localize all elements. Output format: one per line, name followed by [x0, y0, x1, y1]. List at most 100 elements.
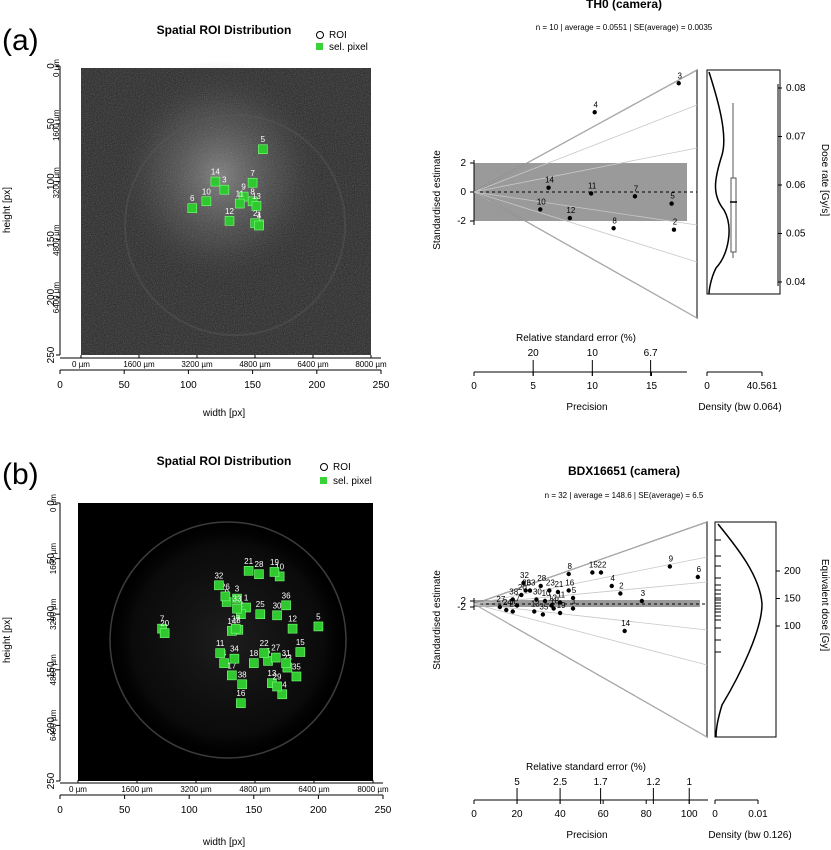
density-curve [715, 523, 763, 738]
roi-label: 5 [316, 612, 321, 621]
roi-pixel [287, 623, 298, 634]
roi-label: 18 [249, 649, 258, 658]
radial-point-label: 21 [554, 580, 563, 589]
roi-pixel [291, 671, 302, 682]
precision-tick-label: 100 [681, 809, 698, 820]
roi-pixel [243, 566, 254, 576]
rse-tick-label: 1.2 [646, 777, 660, 788]
um-y-tick-label: 6400 µm [49, 709, 58, 741]
roi-pixel [249, 658, 259, 668]
roi-label: 8 [236, 616, 241, 625]
radial-point [609, 583, 614, 589]
y-tick-label: 50 [46, 553, 57, 565]
roi-pixel [247, 177, 258, 188]
roi-image-b [78, 503, 373, 781]
roi-pixel [251, 201, 262, 211]
radial-point-label: 3 [641, 589, 646, 598]
precision-tick-label: 0 [471, 809, 477, 820]
precision-tick-label: 20 [511, 809, 523, 820]
roi-label: 36 [282, 591, 291, 600]
radial-point-label: 22 [598, 561, 607, 570]
radial-point-label: 12 [566, 206, 575, 215]
boxplot-box [730, 177, 737, 253]
right-tick-label: 100 [784, 621, 801, 632]
precision-tick-label: 0 [471, 381, 477, 392]
radial-point-label: 12 [548, 594, 557, 603]
radial-point [510, 609, 515, 614]
precision-tick-label: 15 [646, 381, 658, 392]
radial-point-label: 8 [612, 216, 617, 225]
radial-point [618, 591, 623, 596]
legend-pixel-icon-a [316, 43, 323, 50]
roi-label: 3 [222, 176, 227, 185]
radial-ray [473, 556, 708, 605]
um-y-tick-label: 4800 µm [52, 224, 61, 256]
roi-pixel [210, 176, 221, 187]
roi-label: 13 [252, 192, 261, 201]
roi-pixel [230, 623, 241, 634]
roi-pixel [254, 569, 264, 579]
radial-ray [473, 603, 708, 738]
um-x-tick-label: 4800 µm [239, 360, 271, 369]
roi-label: 11 [236, 190, 245, 199]
x-tick-label: 0 [57, 380, 63, 391]
radial-point [566, 588, 571, 593]
roi-pixel [255, 609, 266, 620]
roi-pixel [229, 653, 240, 664]
radial-point-label: 13 [531, 600, 540, 609]
um-x-tick-label: 6400 µm [297, 360, 329, 369]
radial-point [667, 564, 673, 569]
roi-label: 4 [257, 212, 262, 221]
radial-frame-a [473, 69, 698, 319]
roi-label: 1 [257, 210, 262, 219]
x-tick-label: 0 [57, 805, 63, 816]
um-y-tick-label: 0 µm [49, 494, 58, 512]
radial-point-label: 4 [593, 100, 598, 109]
radial-subtitle-b: n = 32 | average = 148.6 | SE(average) =… [545, 491, 704, 500]
roi-pixel [232, 593, 242, 604]
radial-point [510, 597, 515, 602]
roi-label: 12 [225, 207, 234, 216]
roi-label: 31 [282, 649, 291, 658]
right-tick-label: 200 [784, 566, 801, 577]
roi-label: 21 [244, 557, 253, 566]
um-x-tick-label: 3200 µm [180, 785, 212, 794]
roi-pixel [220, 591, 231, 602]
radial-point [521, 580, 526, 586]
roi-label: 2 [253, 209, 258, 218]
radial-point-label: 5 [670, 192, 675, 201]
x-tick-label: 100 [181, 805, 198, 816]
radial-point-label: 3 [677, 71, 682, 80]
radial-point-label: 6 [697, 565, 702, 574]
roi-label: 11 [216, 639, 225, 648]
roi-label: 22 [260, 639, 269, 648]
y-tick-label: 200 [46, 717, 57, 734]
radial-subtitle-a: n = 10 | average = 0.0551 | SE(average) … [536, 23, 713, 32]
x-tick-label: 250 [375, 805, 392, 816]
radial-point [532, 609, 537, 614]
radial-point [676, 81, 681, 86]
radial-point [611, 226, 616, 231]
um-y-tick-label: 3200 µm [49, 598, 58, 630]
radial-point-label: 33 [527, 579, 536, 588]
radial-point-label: 38 [509, 588, 518, 597]
panel-tag-a: (a) [2, 24, 39, 57]
rse-tick-label: 10 [587, 348, 599, 359]
radial-point-label: 10 [542, 589, 551, 598]
density-tick-label: 0.01 [748, 809, 768, 820]
radial-title-b: BDX16651 (camera) [568, 464, 680, 478]
roi-label: 38 [238, 670, 247, 679]
radial-point-label: 5 [572, 586, 577, 595]
roi-xlabel-b: width [px] [202, 837, 245, 848]
roi-label: 10 [202, 187, 211, 196]
um-x-tick-label: 3200 µm [181, 360, 213, 369]
x-tick-label: 200 [308, 380, 325, 391]
roi-pixel [215, 648, 226, 658]
roi-label: 7 [250, 169, 255, 178]
radial-ray [473, 603, 708, 631]
roi-pixel [159, 628, 170, 638]
um-x-tick-label: 1600 µm [121, 785, 153, 794]
radial-ray [473, 104, 698, 193]
roi-label: 19 [270, 558, 279, 567]
rse-tick-label: 20 [528, 348, 540, 359]
